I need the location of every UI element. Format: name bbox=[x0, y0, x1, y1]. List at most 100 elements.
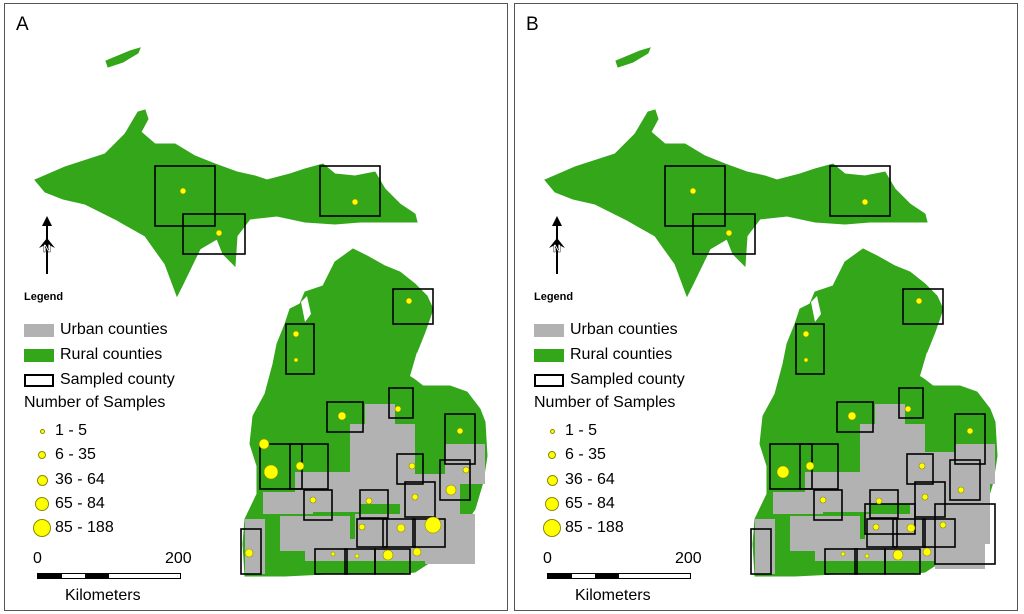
sampled-county bbox=[922, 518, 956, 548]
size-class-label: 1 - 5 bbox=[565, 422, 598, 439]
urban-county bbox=[245, 519, 265, 574]
north-arrow-icon: N bbox=[39, 216, 55, 274]
rural-swatch bbox=[24, 348, 54, 362]
sample-dot bbox=[803, 357, 809, 363]
sample-dot-icon bbox=[545, 497, 559, 511]
sample-dot bbox=[957, 486, 965, 494]
sample-dot bbox=[819, 496, 827, 504]
sample-dot bbox=[906, 523, 916, 533]
sampled-county bbox=[382, 518, 416, 548]
sample-dot bbox=[456, 427, 464, 435]
size-class-label: 65 - 84 bbox=[565, 495, 615, 512]
legend-urban: Urban counties bbox=[24, 321, 168, 339]
urban-swatch bbox=[24, 323, 54, 337]
legend-urban: Urban counties bbox=[534, 321, 678, 339]
legend-sampled-label: Sampled county bbox=[570, 371, 685, 388]
samples-title: Number of Samples bbox=[24, 394, 166, 411]
legend-title: Legend bbox=[24, 291, 64, 303]
scale-units: Kilometers bbox=[575, 587, 651, 604]
sampled-county bbox=[829, 165, 891, 217]
sampled-county bbox=[314, 548, 348, 575]
sample-dot bbox=[292, 330, 300, 338]
sample-dot bbox=[394, 405, 402, 413]
sampled-county bbox=[949, 459, 981, 501]
sample-dot bbox=[330, 551, 336, 557]
sampled-county bbox=[154, 165, 216, 227]
sampled-county bbox=[866, 518, 898, 548]
sample-dot bbox=[776, 465, 790, 479]
sampled-county bbox=[359, 489, 389, 519]
sample-dot-icon bbox=[33, 519, 51, 537]
urban-county bbox=[875, 404, 905, 434]
sampled-county bbox=[836, 401, 874, 433]
sample-dot bbox=[445, 484, 457, 496]
sample-dot bbox=[244, 548, 254, 558]
sampled-county bbox=[902, 288, 944, 325]
size-class-2: 6 - 35 bbox=[539, 446, 606, 464]
sample-dot bbox=[396, 523, 406, 533]
legend-rural: Rural counties bbox=[24, 346, 162, 364]
sampled-county bbox=[285, 323, 315, 375]
legend-urban-label: Urban counties bbox=[60, 321, 168, 338]
legend-rural-label: Rural counties bbox=[570, 346, 673, 363]
upper-peninsula bbox=[544, 109, 928, 298]
sample-dot-icon bbox=[543, 519, 561, 537]
sample-dot-icon bbox=[546, 474, 558, 486]
sample-dot bbox=[354, 553, 360, 559]
sampled-county bbox=[182, 213, 246, 255]
map-panel-a: A N Legend Urban counties Rural counties… bbox=[4, 3, 508, 611]
sampled-county bbox=[374, 548, 411, 575]
map-panel-b: B N Legend Urban counties Rural counties… bbox=[514, 3, 1018, 611]
sampled-county bbox=[326, 401, 364, 433]
bay-water bbox=[301, 296, 311, 322]
size-class-3: 36 - 64 bbox=[29, 471, 105, 489]
sampled-county bbox=[934, 503, 996, 565]
michigan-map-b bbox=[544, 47, 998, 577]
sample-dot bbox=[875, 497, 883, 505]
sampled-swatch bbox=[534, 373, 564, 387]
sampled-county bbox=[750, 528, 772, 575]
size-class-3: 36 - 64 bbox=[539, 471, 615, 489]
svg-text:N: N bbox=[553, 243, 561, 255]
sampled-county bbox=[914, 481, 946, 518]
scale-units: Kilometers bbox=[65, 587, 141, 604]
sample-dot bbox=[179, 187, 187, 195]
sampled-county bbox=[444, 413, 476, 465]
sample-dot bbox=[802, 330, 810, 338]
sample-dot bbox=[358, 523, 366, 531]
sample-dot bbox=[351, 198, 359, 206]
sampled-county bbox=[799, 443, 839, 490]
sample-dot bbox=[263, 464, 279, 480]
sampled-county bbox=[892, 518, 926, 548]
sample-dot bbox=[293, 357, 299, 363]
sample-dot bbox=[337, 411, 347, 421]
size-class-label: 36 - 64 bbox=[565, 471, 615, 488]
sample-dot bbox=[840, 551, 846, 557]
sample-dot bbox=[215, 229, 223, 237]
legend-sampled-label: Sampled county bbox=[60, 371, 175, 388]
sample-dot bbox=[918, 462, 926, 470]
sampled-county bbox=[388, 387, 414, 419]
sampled-county bbox=[319, 165, 381, 217]
north-arrow-icon: N bbox=[549, 216, 565, 274]
upper-peninsula bbox=[34, 109, 418, 298]
size-class-label: 36 - 64 bbox=[55, 471, 105, 488]
legend-rural-label: Rural counties bbox=[60, 346, 163, 363]
panel-label: A bbox=[16, 14, 29, 35]
size-class-label: 65 - 84 bbox=[55, 495, 105, 512]
urban-county bbox=[915, 452, 955, 492]
sampled-county bbox=[303, 489, 333, 521]
sample-dot bbox=[892, 549, 904, 561]
sample-dot bbox=[847, 411, 857, 421]
saginaw-bay-water bbox=[410, 352, 423, 384]
size-class-4: 65 - 84 bbox=[539, 495, 615, 513]
sampled-county bbox=[864, 503, 916, 535]
bay-water bbox=[811, 296, 821, 322]
legend-sampled: Sampled county bbox=[534, 371, 685, 389]
sampled-county bbox=[898, 387, 924, 419]
sample-dot bbox=[382, 549, 394, 561]
legend-rural: Rural counties bbox=[534, 346, 672, 364]
sample-dot bbox=[412, 547, 422, 557]
sampled-county bbox=[692, 213, 756, 255]
legend-urban-label: Urban counties bbox=[570, 321, 678, 338]
